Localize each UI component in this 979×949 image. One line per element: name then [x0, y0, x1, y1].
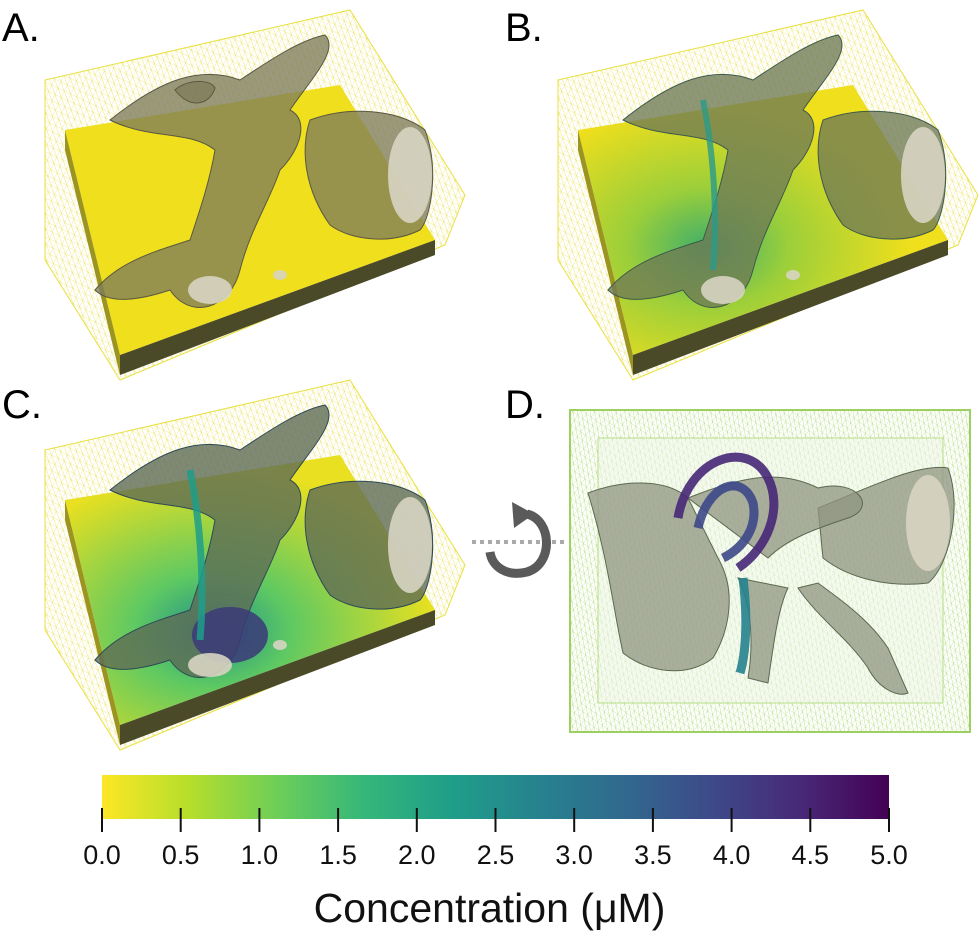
panel-a-render	[44, 9, 466, 381]
colorbar-tick-label: 2.5	[476, 840, 515, 870]
block-left	[65, 130, 120, 375]
canal-high-concentration	[673, 452, 779, 675]
colorbar-tick-label: 4.5	[791, 840, 830, 870]
panel-label-c: C.	[2, 383, 42, 427]
panel-d-render	[569, 409, 971, 733]
colorbar-tick-label: 0.5	[161, 840, 200, 870]
panel-label-b: B.	[505, 6, 543, 50]
colorbar-tick-label: 5.0	[870, 840, 908, 870]
colorbar-ticks	[101, 808, 890, 832]
panel-b-render	[557, 9, 979, 381]
rotate-ccw-icon	[472, 502, 567, 578]
panel-label-d: D.	[505, 383, 545, 427]
colorbar-tick-label: 4.0	[712, 840, 751, 870]
colorbar-tick-label: 1.0	[240, 840, 279, 870]
colorbar-tick-label: 3.5	[634, 840, 672, 870]
block-front	[120, 240, 435, 375]
colorbar-title: Concentration (μM)	[313, 885, 666, 931]
colorbar-gradient	[102, 775, 889, 819]
panel-label-a: A.	[2, 6, 40, 50]
colorbar-tick-label: 0.0	[83, 840, 121, 870]
bone-highlight	[188, 127, 432, 304]
colorbar-tick-label: 3.0	[555, 840, 593, 870]
colorbar-tick-label: 2.0	[398, 840, 436, 870]
colorbar-tick-label: 1.5	[319, 840, 357, 870]
panel-c-render	[44, 379, 466, 751]
